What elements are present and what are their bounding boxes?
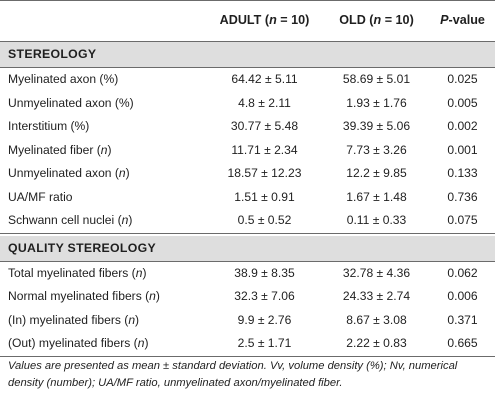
adult-value: 18.57 ± 12.23 — [227, 166, 302, 180]
table-row: (In) myelinated fibers (n) 9.9 ± 2.76 8.67… — [0, 309, 495, 333]
old-value: 24.33 ± 2.74 — [342, 289, 411, 303]
table-row: Schwann cell nuclei (n) 0.5 ± 0.52 0.11 ± … — [0, 209, 495, 234]
adult-value: 4.8 ± 2.11 — [238, 95, 291, 110]
section-header: QUALITY STEREOLOGY — [0, 235, 495, 262]
table-row: UA/MF ratio 1.51 ± 0.91 1.67 ± 1.48 0.736 — [0, 186, 495, 210]
section-title: QUALITY STEREOLOGY — [0, 235, 495, 262]
adult-value: 2.5 ± 1.71 — [206, 332, 323, 357]
section-title: STEREOLOGY — [0, 41, 495, 68]
adult-value: 11.71 ± 2.34 — [231, 142, 298, 157]
p-value: 0.371 — [447, 312, 478, 327]
table-row: Unmyelinated axon (n) 18.57 ± 12.23 12.2 ±… — [0, 162, 495, 186]
row-label: (In) myelinated fibers (n) — [8, 312, 140, 327]
table-row: Unmyelinated axon (%) 4.8 ± 2.11 1.93 ± 1.… — [0, 92, 495, 116]
old-value: 0.11 ± 0.33 — [323, 209, 430, 234]
table-body: STEREOLOGY Myelinated axon (%) 64.42 ± 5.1… — [0, 41, 495, 357]
table-row: Interstitium (%) 30.77 ± 5.48 39.39 ± 5.06… — [0, 115, 495, 139]
adult-value: 64.42 ± 5.11 — [231, 72, 298, 86]
data-table: ADULT (n = 10) OLD (n = 10) P-value STER… — [0, 0, 495, 357]
adult-value: 9.9 ± 2.76 — [237, 312, 292, 327]
row-label: Interstitium (%) — [8, 119, 90, 133]
p-value: 0.062 — [447, 265, 478, 280]
p-value: 0.075 — [430, 209, 495, 234]
row-label: Total myelinated fibers (n) — [8, 265, 147, 280]
adult-value: 30.77 ± 5.48 — [230, 119, 299, 133]
row-label: Normal myelinated fibers (n) — [8, 289, 160, 303]
table-row: Myelinated fiber (n) 11.71 ± 2.34 7.73 ± 3… — [0, 139, 495, 163]
header-old: OLD (n = 10) — [323, 1, 430, 42]
old-value: 12.2 ± 9.85 — [346, 166, 407, 180]
header-adult: ADULT (n = 10) — [206, 1, 323, 42]
p-value: 0.736 — [447, 189, 478, 204]
row-label: Myelinated fiber (n) — [8, 142, 112, 157]
header-adult-label: ADULT (n = 10) — [219, 13, 310, 28]
header-blank — [0, 1, 206, 42]
table-row: (Out) myelinated fibers (n) 2.5 ± 1.71 2.2… — [0, 332, 495, 357]
header-row: ADULT (n = 10) OLD (n = 10) P-value — [0, 0, 495, 42]
section-header: STEREOLOGY — [0, 41, 495, 68]
old-value: 32.78 ± 4.36 — [342, 265, 411, 280]
row-label: (Out) myelinated fibers (n) — [0, 332, 206, 357]
old-value: 7.73 ± 3.26 — [346, 142, 407, 157]
old-value: 39.39 ± 5.06 — [342, 119, 411, 133]
p-value: 0.006 — [447, 289, 478, 303]
p-value: 0.002 — [447, 119, 478, 133]
p-value: 0.025 — [447, 72, 478, 86]
p-value: 0.005 — [447, 95, 478, 110]
row-label: Unmyelinated axon (n) — [8, 166, 130, 180]
old-value: 58.69 ± 5.01 — [342, 72, 411, 86]
adult-value: 32.3 ± 7.06 — [234, 289, 295, 303]
header-pvalue: P-value — [430, 1, 495, 42]
table-row: Total myelinated fibers (n) 38.9 ± 8.35 32… — [0, 261, 495, 285]
header-pvalue-label: P-value — [440, 13, 485, 28]
table-row: Myelinated axon (%) 64.42 ± 5.11 58.69 ± 5… — [0, 68, 495, 92]
old-value: 1.67 ± 1.48 — [346, 189, 407, 204]
row-label: Myelinated axon (%) — [8, 72, 119, 86]
table-row: Normal myelinated fibers (n) 32.3 ± 7.06 2… — [0, 285, 495, 309]
adult-value: 38.9 ± 8.35 — [234, 265, 295, 280]
p-value: 0.133 — [447, 166, 478, 180]
old-value: 8.67 ± 3.08 — [346, 312, 407, 327]
old-value: 2.22 ± 0.83 — [323, 332, 430, 357]
adult-value: 0.5 ± 0.52 — [206, 209, 323, 234]
row-label: Unmyelinated axon (%) — [8, 95, 134, 110]
row-label: Schwann cell nuclei (n) — [0, 209, 206, 234]
old-value: 1.93 ± 1.76 — [346, 95, 407, 110]
row-label: UA/MF ratio — [8, 189, 73, 204]
table-footnote: Values are presented as mean ± standard … — [8, 360, 458, 389]
header-old-label: OLD (n = 10) — [339, 13, 414, 28]
p-value: 0.665 — [430, 332, 495, 357]
adult-value: 1.51 ± 0.91 — [234, 189, 295, 204]
p-value: 0.001 — [447, 142, 478, 157]
